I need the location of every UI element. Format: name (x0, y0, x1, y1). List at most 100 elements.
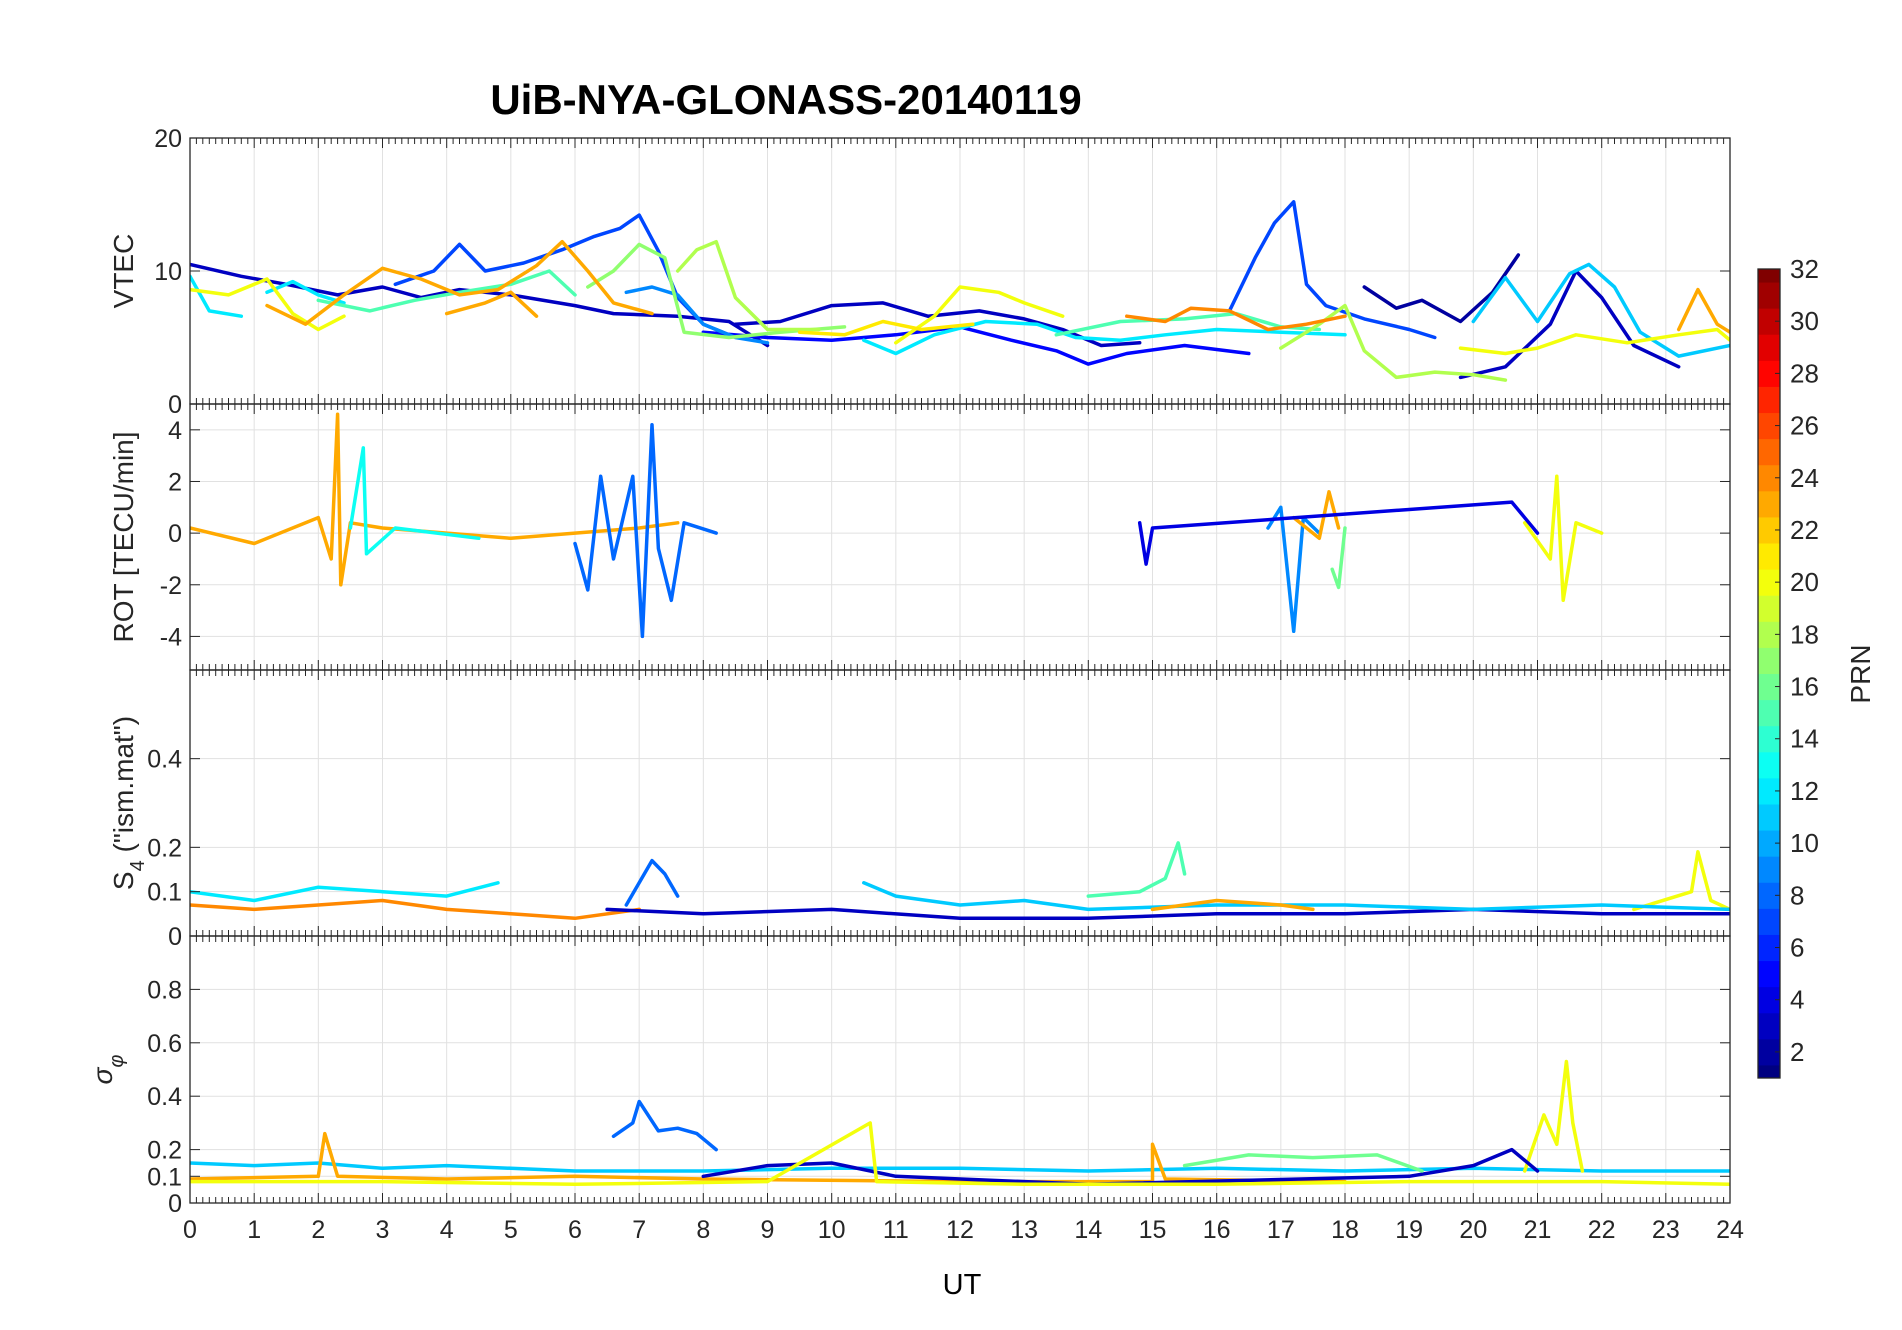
colorbar-segment (1758, 1012, 1780, 1040)
colorbar-segment (1758, 647, 1780, 674)
x-tick-label: 13 (1010, 1216, 1038, 1244)
series-line (444, 290, 539, 318)
x-ticks (189, 404, 1731, 670)
grid (189, 137, 1731, 405)
series-line (605, 907, 1730, 921)
x-tick-label: 11 (883, 1216, 909, 1244)
y-tick-label: 0.6 (147, 1030, 182, 1058)
x-tick-label: 10 (818, 1216, 846, 1244)
y-tick-label: 0.1 (147, 879, 182, 907)
colorbar-segment (1758, 360, 1780, 387)
colorbar-tick-label: 24 (1790, 463, 1819, 493)
series-group (190, 841, 1730, 921)
series-group (190, 1059, 1730, 1187)
series-line (1676, 287, 1730, 334)
colorbar-segment (1758, 673, 1780, 701)
colorbar-segment (1758, 334, 1780, 361)
colorbar-segment (1758, 751, 1780, 779)
series-line (1150, 898, 1315, 912)
x-tick-label: 1 (247, 1216, 261, 1244)
series-line (1632, 850, 1730, 912)
series-line (1125, 306, 1347, 332)
series-line (1362, 253, 1521, 324)
y-tick-label: 0.4 (147, 1083, 182, 1111)
y-tick-label: -2 (160, 572, 182, 600)
series-line (701, 325, 1251, 366)
series-line (894, 285, 1065, 345)
colorbar-tick-label: 30 (1790, 306, 1819, 336)
series-line (1458, 327, 1730, 356)
y-tick-label: 0.8 (147, 976, 182, 1004)
colorbar-segment (1758, 412, 1780, 440)
y-tick-label: 0.2 (147, 834, 182, 862)
series-line (611, 1099, 718, 1152)
y-tick-label: 0.4 (147, 746, 182, 774)
x-tick-label: 4 (440, 1216, 454, 1244)
colorbar-segment (1758, 464, 1780, 492)
y-axis-label: ROT [TECU/min] (108, 431, 139, 642)
x-ticks (189, 936, 1731, 1203)
colorbar-tick-label: 4 (1790, 985, 1804, 1015)
colorbar-segment (1758, 986, 1780, 1014)
x-tick-label: 9 (761, 1216, 775, 1244)
colorbar-frame (1757, 268, 1781, 1079)
colorbar-segment (1758, 725, 1780, 753)
x-tick-label: 5 (504, 1216, 518, 1244)
y-tick-label: 4 (168, 417, 182, 445)
colorbar-tick-label: 6 (1790, 933, 1804, 963)
series-line (190, 1161, 1730, 1173)
series-line (1458, 269, 1681, 380)
x-tick-label: 6 (568, 1216, 582, 1244)
colorbar-tick-label: 32 (1790, 254, 1819, 284)
x-tick-label: 15 (1139, 1216, 1167, 1244)
y-tick-label: 10 (154, 258, 182, 286)
y-tick-label: 0 (168, 391, 182, 419)
series-line (1227, 200, 1437, 340)
y-axis-label: S4 ("ism.mat") (108, 716, 149, 890)
colorbar-segment (1758, 621, 1780, 648)
colorbar-segment (1758, 269, 1780, 283)
series-line (190, 1131, 1347, 1184)
panel-1: 0 10 20 VTEC (108, 125, 1731, 419)
series-line (265, 239, 654, 326)
series-line (675, 239, 821, 332)
x-tick-label: 14 (1074, 1216, 1102, 1244)
colorbar-segment (1758, 960, 1780, 988)
series-line (1471, 262, 1730, 358)
x-tick-label: 22 (1588, 1216, 1616, 1244)
x-axis-label: UT (943, 1269, 982, 1301)
series-line (862, 319, 1347, 356)
x-ticks (189, 138, 1731, 404)
x-tick-label: 17 (1267, 1216, 1295, 1244)
colorbar-segment (1758, 543, 1780, 570)
series-line (1137, 500, 1540, 566)
colorbar-segment (1758, 934, 1780, 962)
colorbar-tick-label: 20 (1790, 567, 1819, 597)
grid (189, 670, 1731, 937)
x-tick-label: 21 (1524, 1216, 1552, 1244)
y-tick-label: 2 (168, 468, 182, 496)
series-line (797, 319, 975, 337)
y-tick-label: 20 (154, 125, 182, 153)
grid (189, 404, 1731, 670)
x-tick-label: 8 (696, 1216, 710, 1244)
colorbar-segment (1758, 777, 1780, 805)
series-line (624, 858, 680, 907)
series-group (190, 412, 1604, 639)
series-group (190, 200, 1730, 382)
x-tick-label: 20 (1459, 1216, 1487, 1244)
series-line (316, 269, 577, 313)
y-tick-label: 0 (168, 520, 182, 548)
colorbar-segment (1758, 308, 1780, 335)
colorbar-segment (1758, 699, 1780, 727)
series-line (1266, 505, 1322, 634)
colorbar-segment (1758, 830, 1780, 857)
y-tick-label: 0 (168, 1190, 182, 1218)
series-line (190, 898, 641, 921)
colorbar-label: PRN (1845, 644, 1876, 703)
colorbar-segment (1758, 908, 1780, 935)
colorbar-tick-label: 22 (1790, 515, 1819, 545)
